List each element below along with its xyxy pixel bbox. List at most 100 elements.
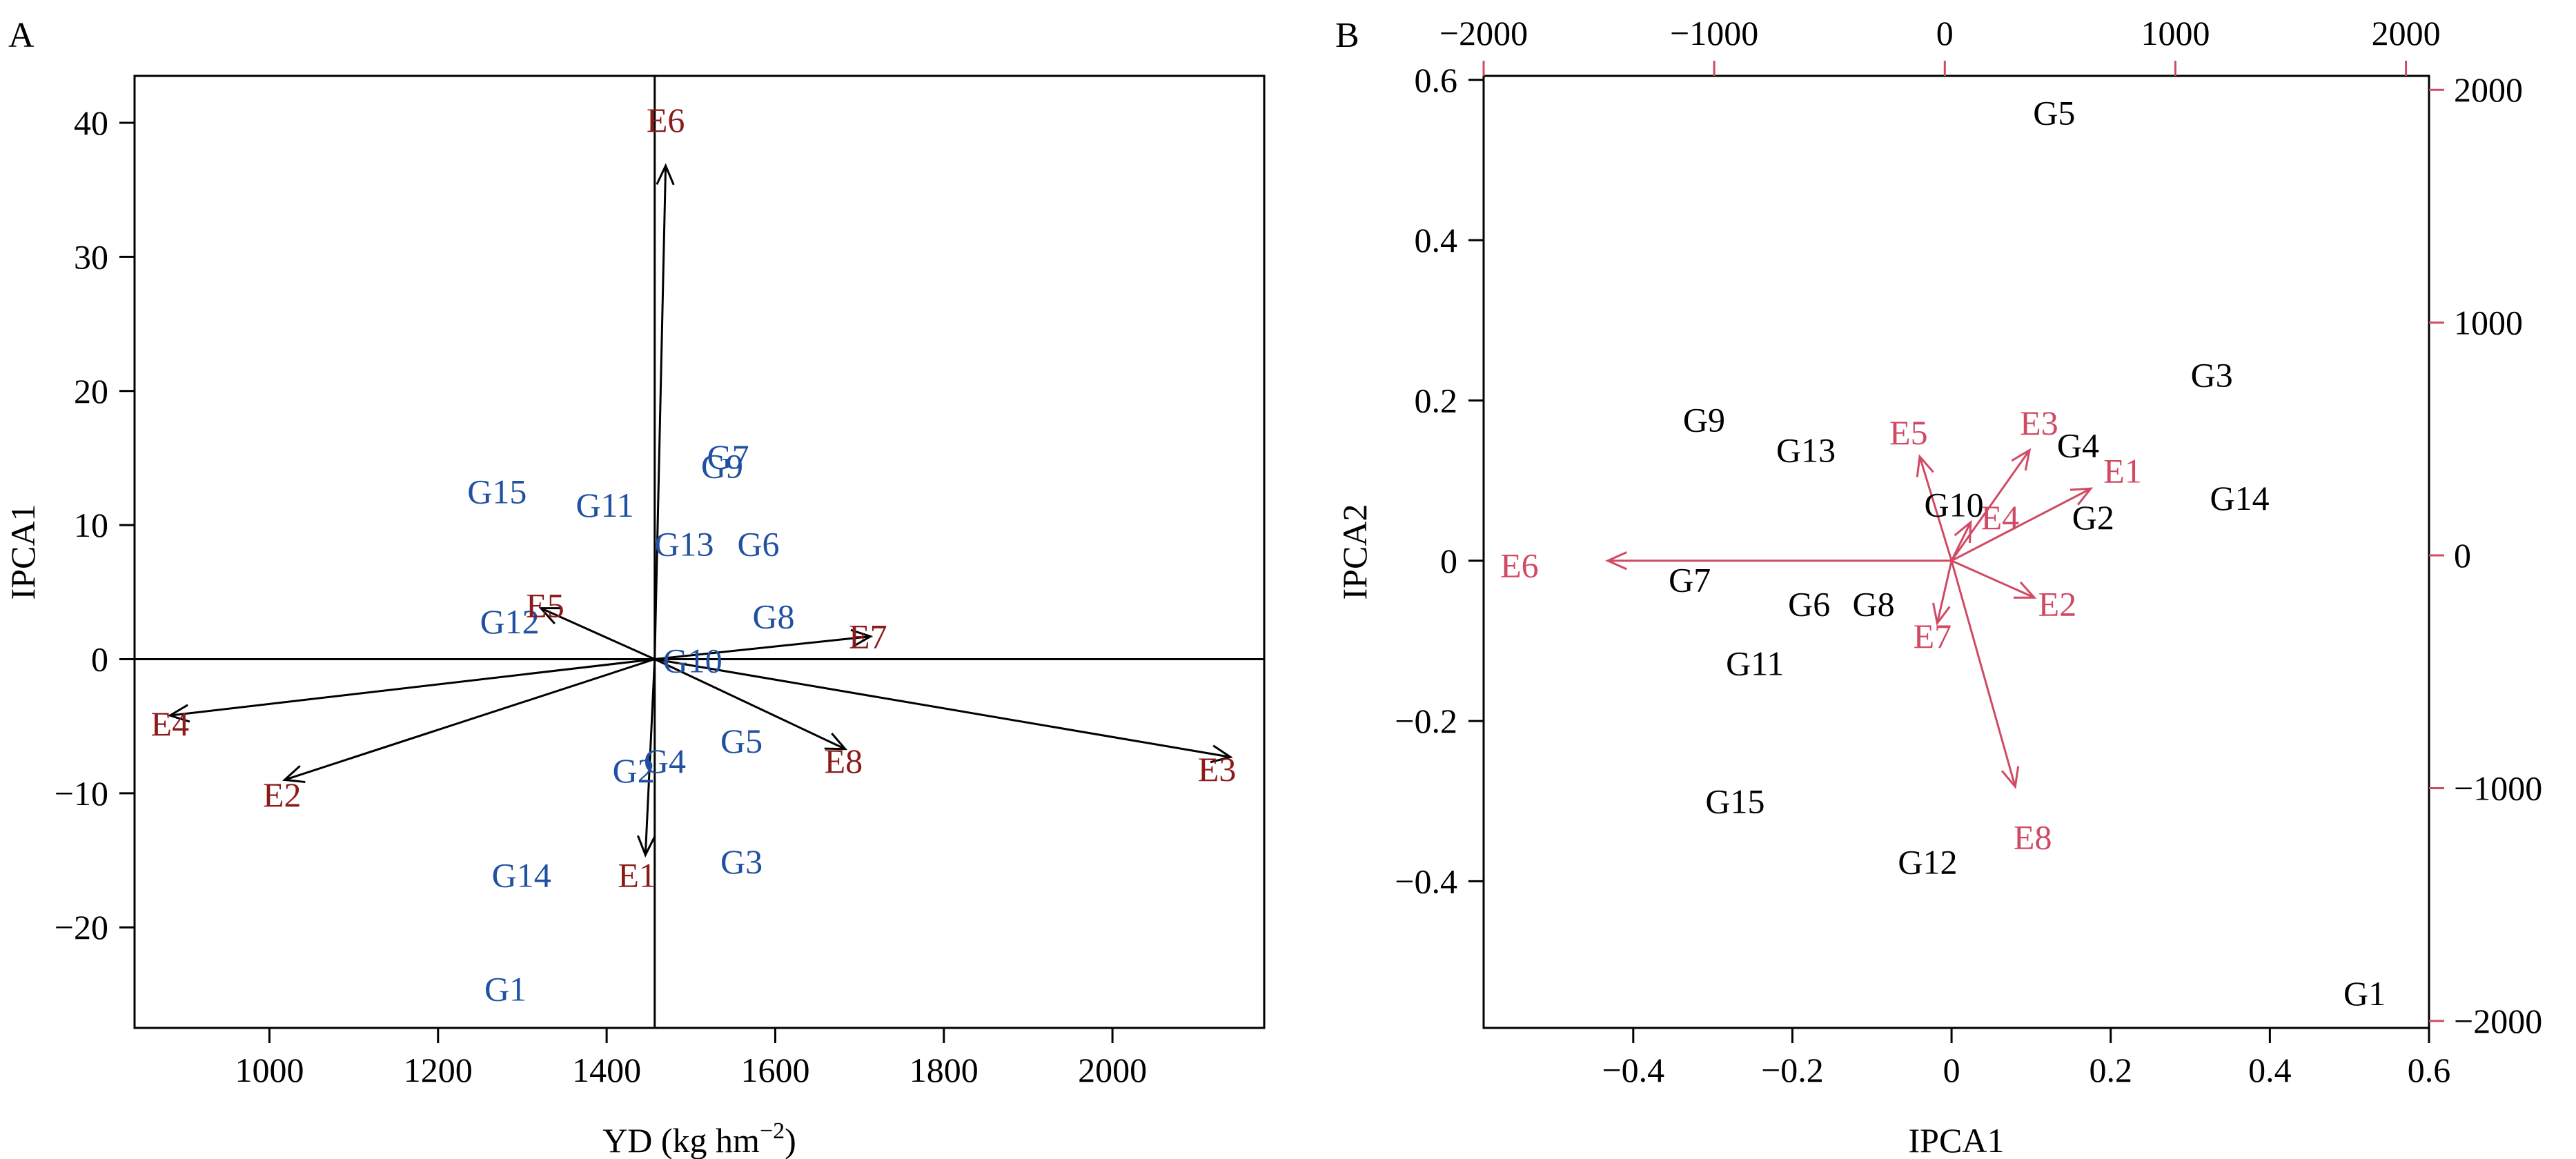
panel-a-environment-e3: E3 (1198, 750, 1237, 789)
panel-a-arrow-e3-shaft (654, 658, 1231, 758)
panel-b-right-tick-label: 1000 (2454, 304, 2523, 342)
panel-b-arrow-e1 (1951, 487, 2094, 562)
panel-b-genotype-g5: G5 (2033, 93, 2075, 132)
panel-a-y-tick-label: −10 (55, 774, 108, 813)
panel-a-arrow-e5-head (538, 607, 562, 624)
panel-a-genotype-g10: G10 (663, 641, 722, 680)
panel-b-x-axis-label: IPCA1 (1909, 1121, 2005, 1159)
panel-b-environment-e6: E6 (1500, 546, 1539, 585)
panel-b-x-tick-label: 0.4 (2248, 1051, 2292, 1089)
panel-a-arrow-e3-head (1210, 744, 1233, 764)
panel-b-frame (1482, 75, 2430, 1029)
panel-b-right-tick-label: −2000 (2454, 1002, 2542, 1040)
panel-a-arrow-e4-head (167, 704, 190, 723)
panel-b-top-tick-label: −2000 (1439, 14, 1528, 52)
panel-a-arrow-e8-head (824, 732, 848, 751)
panel-b-arrow-e4-shaft (1950, 522, 1972, 562)
panel-b-arrow-e8-shaft (1950, 560, 2016, 787)
panel-a-arrow-e1-head (636, 835, 656, 858)
panel-b-environment-e7: E7 (1914, 617, 1952, 655)
panel-a-genotype-g13: G13 (654, 524, 714, 563)
panel-b-y-axis-label: IPCA2 (1335, 504, 1374, 600)
panel-a-arrow-e5-shaft (540, 607, 656, 660)
panel-b-x-tick-label: 0.6 (2408, 1051, 2451, 1089)
panel-b-x-tick-label: 0.2 (2089, 1051, 2132, 1089)
panel-b-arrow-e1-head (2069, 487, 2094, 506)
panel-a: A 1000 1200 1400 1600 1800 2000 −20 −10 0 10 20 30 40… (3, 16, 1266, 1159)
panel-a-frame (133, 75, 1266, 1029)
panel-a-x-tick-label: 1600 (740, 1051, 809, 1089)
panel-b-y-tick-label: 0.4 (1415, 221, 1458, 259)
panel-a-arrow-e7-shaft (654, 635, 871, 660)
panel-b-environment-e5: E5 (1889, 413, 1928, 452)
panel-b-y-tick-label: −0.2 (1395, 702, 1457, 740)
panel-b-right-tick-label: 0 (2454, 536, 2471, 575)
panel-a-x-tick-label: 1800 (910, 1051, 979, 1089)
panel-b: B−0.4 −0.2 0 0.2 0.4 0.6−0.4−0.200.20.40.6−20… (1335, 14, 2542, 1159)
panel-a-y-tick-label: 10 (74, 506, 108, 544)
panel-a-y-tick-label: 40 (74, 103, 108, 142)
panel-a-genotype-g2: G2 (613, 751, 655, 790)
panel-b-arrow-e3 (1950, 448, 2032, 562)
panel-a-arrow-e7 (654, 628, 874, 660)
panel-b-environment-e1: E1 (2103, 452, 2142, 491)
panel-a-arrow-e8-shaft (654, 658, 846, 751)
panel-b-genotype-g10: G10 (1924, 485, 1983, 524)
panel-a-y-tick-label: 30 (74, 237, 108, 276)
panel-b-arrow-e5-head (1916, 454, 1934, 477)
panel-a-arrow-e8 (654, 658, 848, 751)
panel-a-y-tick-label: 0 (91, 640, 108, 678)
panel-a-genotype-g3: G3 (720, 842, 763, 881)
panel-a-genotype-g9: G9 (701, 447, 743, 486)
panel-a-arrow-e1-shaft (644, 659, 656, 855)
panel-a-genotype-g12: G12 (480, 602, 540, 641)
panel-b-arrow-e2-head (2014, 581, 2037, 599)
panel-b-genotype-g1: G1 (2343, 974, 2386, 1013)
panel-b-genotype-g11: G11 (1726, 644, 1784, 682)
panel-a-x-tick-label: 1400 (572, 1051, 641, 1089)
panel-b-genotype-g2: G2 (2072, 498, 2114, 537)
panel-b-arrow-e1-shaft (1951, 487, 2092, 562)
panel-b-genotype-g12: G12 (1898, 843, 1957, 882)
panel-b-arrow-e4 (1950, 519, 1972, 562)
panel-a-arrow-e6 (653, 163, 675, 660)
panel-b-x-tick-label: −0.2 (1761, 1051, 1824, 1089)
panel-b-genotype-g13: G13 (1776, 430, 1836, 469)
panel-b-genotype-g4: G4 (2057, 426, 2099, 465)
panel-a-arrow-e4-shaft (170, 658, 655, 717)
panel-b-genotype-g6: G6 (1788, 585, 1830, 624)
panel-a-genotype-g14: G14 (492, 855, 551, 894)
panel-a-genotype-g7: G7 (707, 437, 749, 476)
panel-a-genotype-g8: G8 (752, 597, 794, 635)
panel-a-environment-e8: E8 (825, 742, 863, 780)
panel-a-environment-e6: E6 (647, 101, 685, 139)
panel-a-environment-e1: E1 (618, 855, 656, 894)
panel-b-arrow-e6-head (1605, 551, 1627, 571)
panel-b-arrow-e7-head (1932, 602, 1951, 626)
panel-a-genotype-g11: G11 (576, 486, 634, 524)
panel-a-arrow-e6-shaft (653, 166, 667, 660)
panel-a-y-axis-label: IPCA1 (3, 504, 42, 600)
panel-b-right-tick-label: 2000 (2454, 70, 2523, 109)
panel-b-y-tick-label: 0.2 (1415, 381, 1458, 419)
panel-b-y-tick-label: −0.4 (1395, 862, 1457, 900)
panel-b-top-tick-label: 0 (1936, 14, 1954, 52)
panel-b-top-tick-label: −1000 (1670, 14, 1758, 52)
panel-b-arrow-e5 (1916, 454, 1953, 562)
panel-a-arrow-e2-shaft (284, 658, 656, 781)
panel-a-x-tick-label: 2000 (1078, 1051, 1147, 1089)
panel-a-environment-e4: E4 (151, 704, 190, 743)
panel-b-arrow-e3-head (2011, 448, 2032, 471)
panel-a-arrow-e3 (654, 658, 1233, 764)
panel-a-label: A (8, 16, 35, 55)
panel-b-arrow-e2-shaft (1951, 559, 2035, 599)
panel-b-genotype-g8: G8 (1853, 585, 1895, 624)
panel-b-genotype-g15: G15 (1705, 782, 1764, 820)
panel-a-arrow-e2 (282, 658, 656, 784)
panel-b-arrow-e3-shaft (1950, 449, 2031, 562)
panel-a-arrow-e1 (636, 659, 656, 858)
panel-a-x-axis-label: YD (kg hm−2) (602, 1118, 796, 1159)
panel-b-x-tick-label: 0 (1943, 1051, 1960, 1089)
panel-b-y-tick-label: 0.6 (1415, 61, 1458, 99)
panel-a-arrow-e6-head (656, 163, 675, 186)
